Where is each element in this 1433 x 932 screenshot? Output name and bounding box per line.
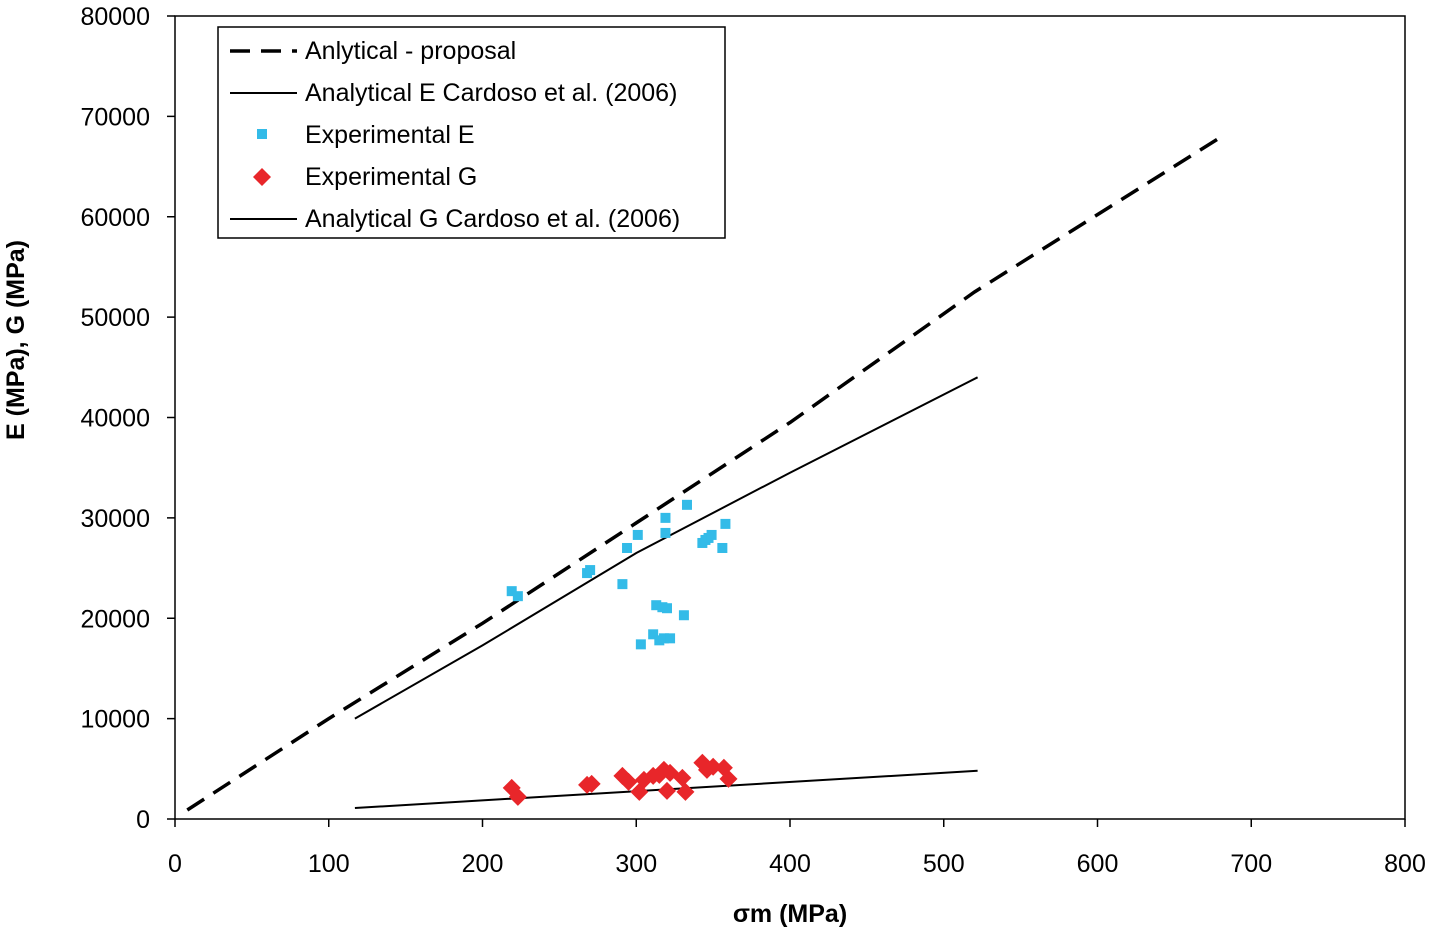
y-axis-ticks: 0 10000 20000 30000 40000 50000 60000 70000 8000… <box>80 3 175 834</box>
x-tick-label: 500 <box>923 850 965 878</box>
x-tick-label: 600 <box>1077 850 1119 878</box>
y-tick-label: 60000 <box>80 204 150 232</box>
series-line-anlytical-proposal <box>186 132 1227 812</box>
data-point-experimental-e <box>651 600 662 611</box>
x-tick-label: 800 <box>1384 850 1426 878</box>
legend-label-analytical-proposal: Anlytical - proposal <box>305 37 516 65</box>
x-axis-ticks: 0 100 200 300 400 500 600 700 800 <box>168 819 1426 878</box>
y-tick-label: 70000 <box>80 103 150 131</box>
x-tick-label: 300 <box>615 850 657 878</box>
data-point-experimental-e <box>665 633 676 644</box>
x-axis-title: σm (MPa) <box>733 900 847 928</box>
y-tick-label: 40000 <box>80 405 150 433</box>
data-point-experimental-e <box>648 629 659 640</box>
legend-label-analytical-e-cardoso: Analytical E Cardoso et al. (2006) <box>305 79 677 107</box>
series-line-analytical-e-cardoso-et-al-2006 <box>354 376 979 720</box>
data-point-experimental-g <box>508 787 527 806</box>
y-tick-label: 80000 <box>80 3 150 31</box>
data-point-experimental-g <box>502 778 521 797</box>
data-point-experimental-g <box>619 772 638 791</box>
legend-swatch-experimental-e <box>257 129 267 139</box>
y-tick-label: 30000 <box>80 505 150 533</box>
data-point-experimental-g <box>676 782 695 801</box>
legend: Anlytical - proposal Analytical E Cardos… <box>217 26 726 239</box>
plot-marks <box>186 132 1227 812</box>
data-point-experimental-e <box>632 529 643 540</box>
data-point-experimental-e <box>717 542 728 553</box>
legend-swatch-experimental-g <box>253 168 271 186</box>
data-point-experimental-e <box>678 610 689 621</box>
data-point-experimental-e <box>706 529 717 540</box>
y-tick-label: 20000 <box>80 605 150 633</box>
data-point-experimental-e <box>658 633 669 644</box>
legend-label-analytical-g-cardoso: Analytical G Cardoso et al. (2006) <box>305 205 680 233</box>
x-tick-label: 0 <box>168 850 182 878</box>
x-tick-label: 700 <box>1230 850 1272 878</box>
data-point-experimental-e <box>662 603 672 614</box>
y-tick-label: 0 <box>136 806 150 834</box>
data-point-experimental-e <box>635 639 646 650</box>
data-point-experimental-e <box>617 579 628 590</box>
data-point-experimental-g <box>582 774 601 793</box>
y-axis-title: E (MPa), G (MPa) <box>2 240 30 440</box>
data-point-experimental-g <box>719 769 738 788</box>
data-point-experimental-e <box>681 499 692 510</box>
legend-label-experimental-e: Experimental E <box>305 121 475 149</box>
x-tick-label: 200 <box>462 850 504 878</box>
data-point-experimental-g <box>658 781 676 800</box>
data-point-experimental-e <box>585 565 596 576</box>
y-tick-label: 10000 <box>80 706 150 734</box>
legend-label-experimental-g: Experimental G <box>305 163 477 191</box>
data-point-experimental-e <box>512 591 523 602</box>
legend-box <box>217 26 726 239</box>
x-tick-label: 400 <box>769 850 811 878</box>
data-point-experimental-g <box>673 768 692 787</box>
data-point-experimental-e <box>506 586 517 597</box>
data-point-experimental-e <box>660 527 671 538</box>
y-tick-label: 50000 <box>80 304 150 332</box>
data-point-experimental-e <box>720 518 731 529</box>
x-tick-label: 100 <box>308 850 350 878</box>
data-point-experimental-e <box>660 512 671 523</box>
data-point-experimental-g <box>704 757 723 776</box>
data-point-experimental-e <box>622 542 633 553</box>
